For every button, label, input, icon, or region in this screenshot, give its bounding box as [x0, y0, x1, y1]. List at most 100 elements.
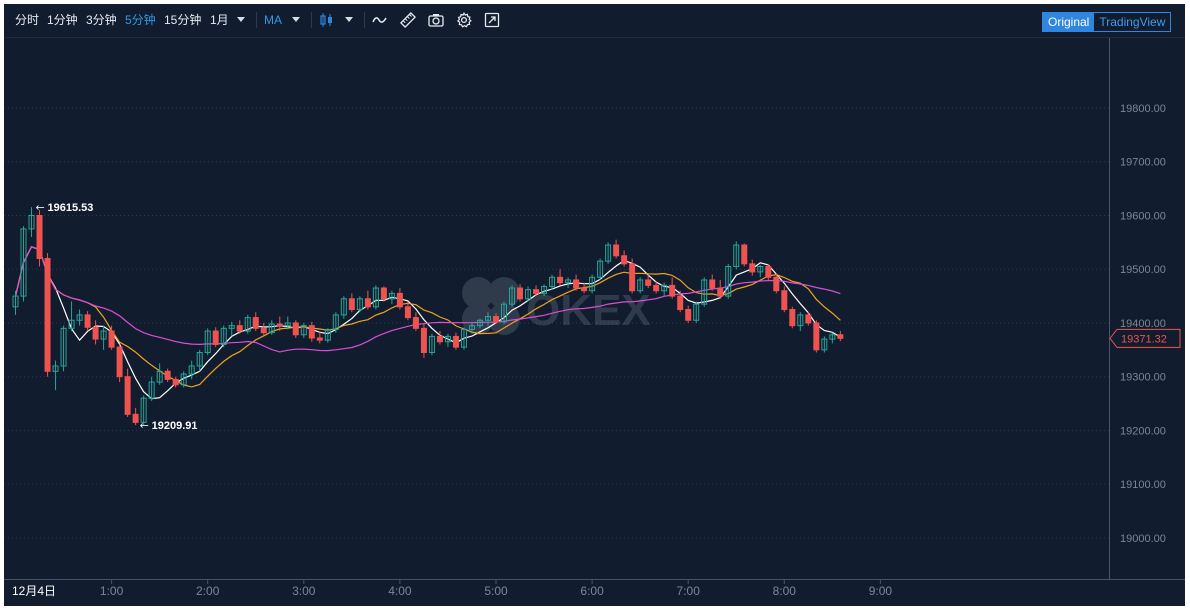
- candle[interactable]: [124, 368, 131, 418]
- candle[interactable]: [741, 243, 748, 267]
- candle[interactable]: [621, 250, 628, 267]
- ruler-icon[interactable]: [400, 12, 416, 28]
- view-original-button[interactable]: Original: [1043, 13, 1095, 31]
- line-draw-icon[interactable]: [372, 12, 388, 28]
- candle[interactable]: [180, 371, 187, 388]
- candle[interactable]: [380, 286, 387, 302]
- candle[interactable]: [316, 331, 323, 344]
- candlestick-chart[interactable]: OKEX 19800.00 19700.00 19600.00 19500.00 194…: [4, 4, 1185, 606]
- candle[interactable]: [573, 274, 580, 291]
- candle[interactable]: [36, 210, 43, 267]
- candle[interactable]: [284, 316, 291, 330]
- candle[interactable]: [797, 312, 804, 332]
- candle[interactable]: [581, 282, 588, 294]
- candle[interactable]: [276, 316, 283, 332]
- candle[interactable]: [100, 325, 107, 350]
- interval-more-chevron-icon[interactable]: [237, 17, 245, 22]
- candle[interactable]: [525, 286, 532, 302]
- candle[interactable]: [420, 322, 427, 358]
- candle[interactable]: [685, 305, 692, 323]
- candle[interactable]: [292, 320, 299, 339]
- candle[interactable]: [468, 322, 475, 334]
- candle[interactable]: [541, 284, 548, 297]
- candle[interactable]: [557, 269, 564, 286]
- candle[interactable]: [757, 264, 764, 278]
- view-tradingview-button[interactable]: TradingView: [1099, 15, 1166, 29]
- candle[interactable]: [637, 277, 644, 294]
- candle[interactable]: [52, 360, 59, 391]
- candle[interactable]: [693, 301, 700, 323]
- candle[interactable]: [733, 241, 740, 270]
- settings-gear-icon[interactable]: [456, 12, 472, 28]
- candle[interactable]: [236, 320, 243, 334]
- candle[interactable]: [140, 395, 147, 426]
- candle[interactable]: [709, 274, 716, 291]
- candle[interactable]: [725, 263, 732, 299]
- candle[interactable]: [332, 312, 339, 333]
- candle[interactable]: [364, 290, 371, 310]
- candle[interactable]: [484, 312, 491, 326]
- candle[interactable]: [517, 284, 524, 302]
- candle[interactable]: [837, 331, 844, 342]
- candle[interactable]: [324, 328, 331, 343]
- candle[interactable]: [412, 312, 419, 332]
- candle[interactable]: [549, 274, 556, 290]
- candle[interactable]: [789, 306, 796, 329]
- candle[interactable]: [108, 325, 115, 350]
- candle[interactable]: [717, 279, 724, 299]
- indicator-chevron-icon[interactable]: [292, 17, 300, 22]
- candle[interactable]: [388, 290, 395, 305]
- interval-time-sharing[interactable]: 分时: [15, 13, 40, 27]
- candle[interactable]: [348, 293, 355, 313]
- candle[interactable]: [308, 321, 315, 342]
- candle[interactable]: [252, 312, 259, 332]
- candle[interactable]: [20, 226, 27, 302]
- chart-type-candle-icon[interactable]: [319, 12, 335, 28]
- candle[interactable]: [404, 301, 411, 321]
- interval-15min[interactable]: 15分钟: [164, 13, 202, 27]
- candle[interactable]: [204, 328, 211, 356]
- candle[interactable]: [460, 327, 467, 350]
- candle[interactable]: [156, 363, 163, 385]
- candle[interactable]: [589, 274, 596, 294]
- candle[interactable]: [116, 344, 123, 383]
- candle[interactable]: [340, 296, 347, 319]
- candle[interactable]: [28, 207, 35, 237]
- candle[interactable]: [476, 318, 483, 329]
- candle[interactable]: [260, 322, 267, 335]
- candle[interactable]: [92, 320, 99, 345]
- candle[interactable]: [661, 282, 668, 297]
- candle[interactable]: [396, 288, 403, 310]
- candle[interactable]: [196, 349, 203, 372]
- interval-1month[interactable]: 1月: [210, 13, 229, 27]
- candle[interactable]: [452, 332, 459, 350]
- candle[interactable]: [188, 360, 195, 380]
- candle[interactable]: [773, 273, 780, 294]
- candle[interactable]: [356, 296, 363, 313]
- candle[interactable]: [501, 301, 508, 325]
- candle[interactable]: [669, 277, 676, 299]
- candle[interactable]: [533, 285, 540, 297]
- candle[interactable]: [436, 331, 443, 345]
- candle[interactable]: [164, 368, 171, 383]
- candle[interactable]: [220, 325, 227, 348]
- candle[interactable]: [653, 281, 660, 294]
- camera-icon[interactable]: [428, 12, 444, 28]
- candle[interactable]: [821, 336, 828, 353]
- candle[interactable]: [765, 263, 772, 280]
- fullscreen-icon[interactable]: [484, 12, 500, 28]
- candle[interactable]: [68, 301, 75, 332]
- candle[interactable]: [76, 309, 83, 326]
- candle[interactable]: [132, 407, 139, 426]
- candle[interactable]: [813, 320, 820, 353]
- candle[interactable]: [172, 376, 179, 388]
- candle[interactable]: [44, 253, 51, 377]
- candle[interactable]: [244, 314, 251, 334]
- candle[interactable]: [444, 333, 451, 348]
- candle[interactable]: [565, 277, 572, 289]
- candle[interactable]: [749, 259, 756, 276]
- interval-1min[interactable]: 1分钟: [47, 13, 78, 27]
- candle[interactable]: [84, 311, 91, 332]
- interval-5min[interactable]: 5分钟: [125, 13, 156, 27]
- candle[interactable]: [428, 333, 435, 356]
